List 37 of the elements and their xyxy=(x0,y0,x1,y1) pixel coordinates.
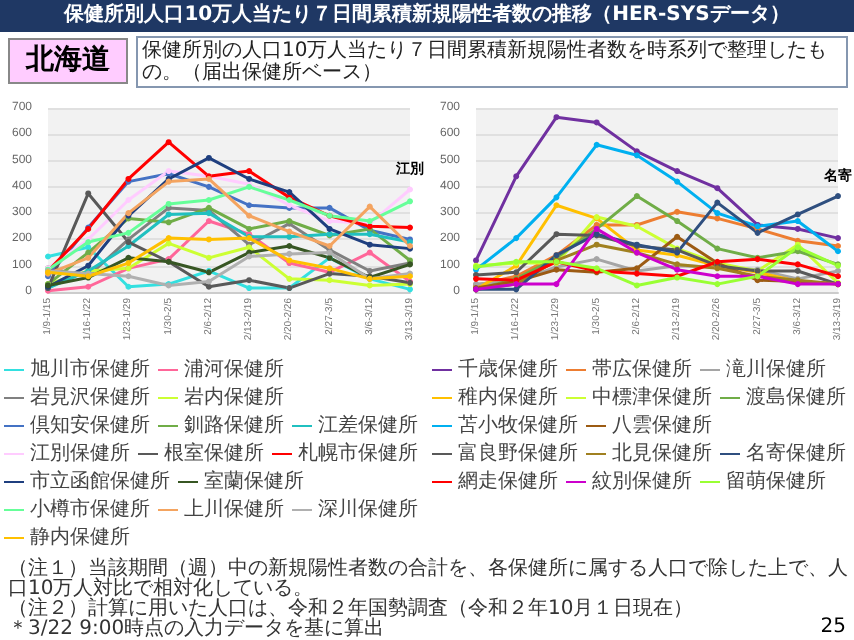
legend-label: 渡島保健所 xyxy=(746,385,846,409)
legend-label: 富良野保健所 xyxy=(458,441,578,465)
legend-label: 倶知安保健所 xyxy=(30,413,150,437)
legend-label: 根室保健所 xyxy=(164,441,264,465)
text: ＊3/22 9:00時点の入力データを基に算出 xyxy=(8,618,385,640)
legend-label: 北見保健所 xyxy=(612,441,712,465)
text: 北海道 xyxy=(8,38,128,84)
legend-label: 苫小牧保健所 xyxy=(458,413,578,437)
legend-label: 名寄保健所 xyxy=(746,441,846,465)
text: 保健所別の人口10万人当たり７日間累積新規陽性者数を時系列で整理したもの。（届出保健所ベース） xyxy=(136,36,848,88)
legend-label: 浦河保健所 xyxy=(184,357,284,381)
legend-label: 札幌市保健所 xyxy=(298,441,418,465)
chart-title: 保健所別人口10万人当たり７日間累積新規陽性者数の推移（HER-SYSデータ） xyxy=(0,0,854,32)
legend-label: 江別保健所 xyxy=(30,441,130,465)
text: （注１）当該期間（週）中の新規陽性者数の合計を、各保健所に属する人口で除した上で、人口10万人対比で相対化している。 xyxy=(8,558,848,600)
legend-label: 網走保健所 xyxy=(456,469,558,493)
legend-label: 紋別保健所 xyxy=(592,469,692,493)
legend-label: 深川保健所 xyxy=(318,497,418,521)
legend-label: 稚内保健所 xyxy=(458,385,558,409)
legend-label: 旭川市保健所 xyxy=(30,357,150,381)
legend-label: 中標津保健所 xyxy=(592,385,712,409)
legend-label: 上川保健所 xyxy=(184,497,284,521)
legend-label: 市立函館保健所 xyxy=(30,469,170,493)
text: （注２）計算に用いた人口は、令和２年国勢調査（令和２年10月１日現在） xyxy=(8,598,694,620)
legend-label: 八雲保健所 xyxy=(612,413,712,437)
legend-label: 小樽市保健所 xyxy=(30,497,150,521)
text: 25 xyxy=(820,616,846,638)
legend-label: 帯広保健所 xyxy=(592,357,692,381)
legend-label: 岩見沢保健所 xyxy=(30,385,150,409)
legend-label: 滝川保健所 xyxy=(726,357,826,381)
legend-label: 千歳保健所 xyxy=(458,357,558,381)
legend-label: 江差保健所 xyxy=(318,413,418,437)
legend-label: 静内保健所 xyxy=(30,525,130,549)
legend-label: 留萌保健所 xyxy=(726,469,826,493)
legend-label: 釧路保健所 xyxy=(184,413,284,437)
legend-label: 室蘭保健所 xyxy=(204,469,304,493)
legend-label: 岩内保健所 xyxy=(184,385,284,409)
